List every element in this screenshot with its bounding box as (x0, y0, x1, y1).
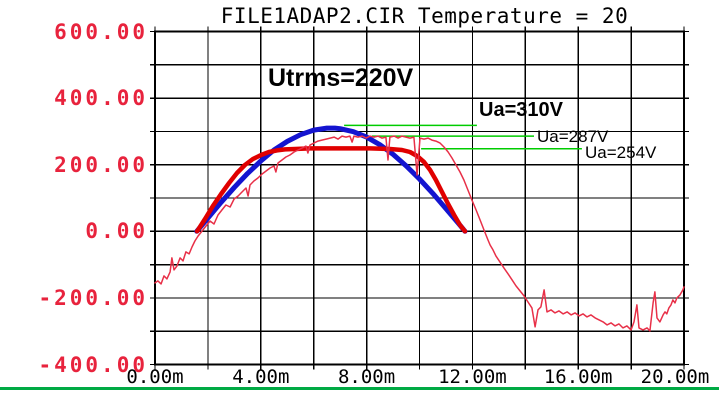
series-measured-noisy-waveform-287V (154, 135, 685, 332)
y-axis-label: 600.00 (54, 19, 148, 44)
x-axis-label: 0.00m (126, 366, 184, 388)
x-axis-label: 8.00m (337, 366, 396, 388)
plot-border (154, 30, 685, 366)
ua-287v-annotation: Ua=287V (537, 127, 609, 146)
ua-310v-annotation: Ua=310V (479, 99, 563, 121)
x-axis-label: 4.00m (232, 366, 290, 388)
y-axis-label: 200.00 (54, 152, 148, 177)
y-axis-label: 0.00 (85, 219, 148, 244)
series-ideal-mains-halfwave-310V (194, 125, 468, 234)
x-axis-label: 12.00m (438, 366, 507, 388)
x-axis-label: 20.00m (640, 366, 710, 388)
utrms-annotation: Utrms=220V (268, 64, 414, 92)
y-axis-label: -200.00 (38, 285, 148, 310)
bottom-green-bar (0, 387, 719, 390)
x-axis-label: 16.00m (543, 366, 613, 388)
plot-title: FILE1ADAP2.CIR Temperature = 20 (220, 4, 629, 28)
y-axis-label: -400.00 (38, 352, 148, 377)
ua-254v-annotation: Ua=254V (585, 143, 657, 162)
y-axis-label: 400.00 (54, 86, 148, 111)
series-clipped-output-254V (194, 146, 468, 234)
